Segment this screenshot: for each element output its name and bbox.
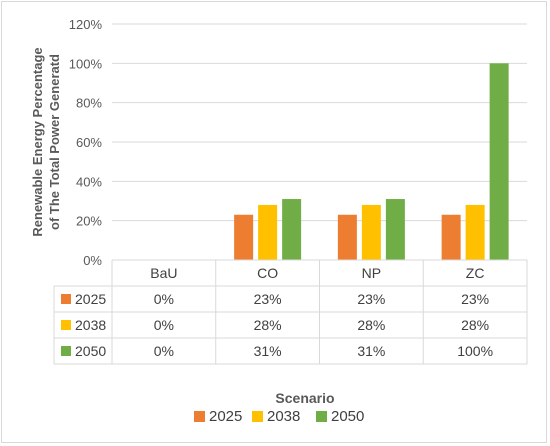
y-tick-label: 100% [69,56,103,71]
category-label-CO: CO [257,265,278,281]
y-tick-label: 80% [76,96,102,111]
legend-swatch-2025 [194,411,205,422]
y-tick-label: 40% [76,174,102,189]
y-axis-title-line1: Renewable Energy Percentage [30,47,45,236]
y-tick-label: 0% [83,253,102,268]
legend-swatch-2038 [252,411,263,422]
table-series-name: 2038 [75,317,106,333]
bar-NP-2050 [385,199,405,260]
table-cell: 31% [254,343,282,359]
table-cell: 28% [461,317,489,333]
legend-label-2038: 2038 [267,408,300,425]
legend-label-2025: 2025 [209,408,242,425]
bar-CO-2025 [234,214,254,260]
category-label-ZC: ZC [466,265,485,281]
table-cell: 100% [457,343,493,359]
table-cell: 28% [254,317,282,333]
table-series-name: 2025 [75,291,106,307]
bar-ZC-2025 [441,214,461,260]
table-swatch-2038 [61,320,71,330]
table-cell: 0% [154,291,174,307]
category-label-BaU: BaU [150,265,177,281]
table-cell: 0% [154,343,174,359]
bar-CO-2050 [282,199,302,260]
y-tick-label: 20% [76,214,102,229]
table-cell: 23% [254,291,282,307]
x-axis-title: Scenario [275,390,334,406]
table-swatch-2025 [61,294,71,304]
table-cell: 0% [154,317,174,333]
table-series-name: 2050 [75,343,106,359]
y-axis-title-line2: of The Total Power Generatd [47,54,62,230]
legend-label-2050: 2050 [331,408,364,425]
bar-NP-2025 [337,214,357,260]
y-tick-label: 60% [76,135,102,150]
y-tick-label: 120% [69,17,103,32]
bar-NP-2038 [361,204,381,260]
bar-ZC-2038 [465,204,485,260]
legend-swatch-2050 [316,411,327,422]
bar-CO-2038 [258,204,278,260]
bar-ZC-2050 [489,63,509,261]
table-cell: 31% [357,343,385,359]
table-cell: 28% [357,317,385,333]
category-label-NP: NP [362,265,381,281]
table-cell: 23% [461,291,489,307]
table-cell: 23% [357,291,385,307]
table-swatch-2050 [61,346,71,356]
